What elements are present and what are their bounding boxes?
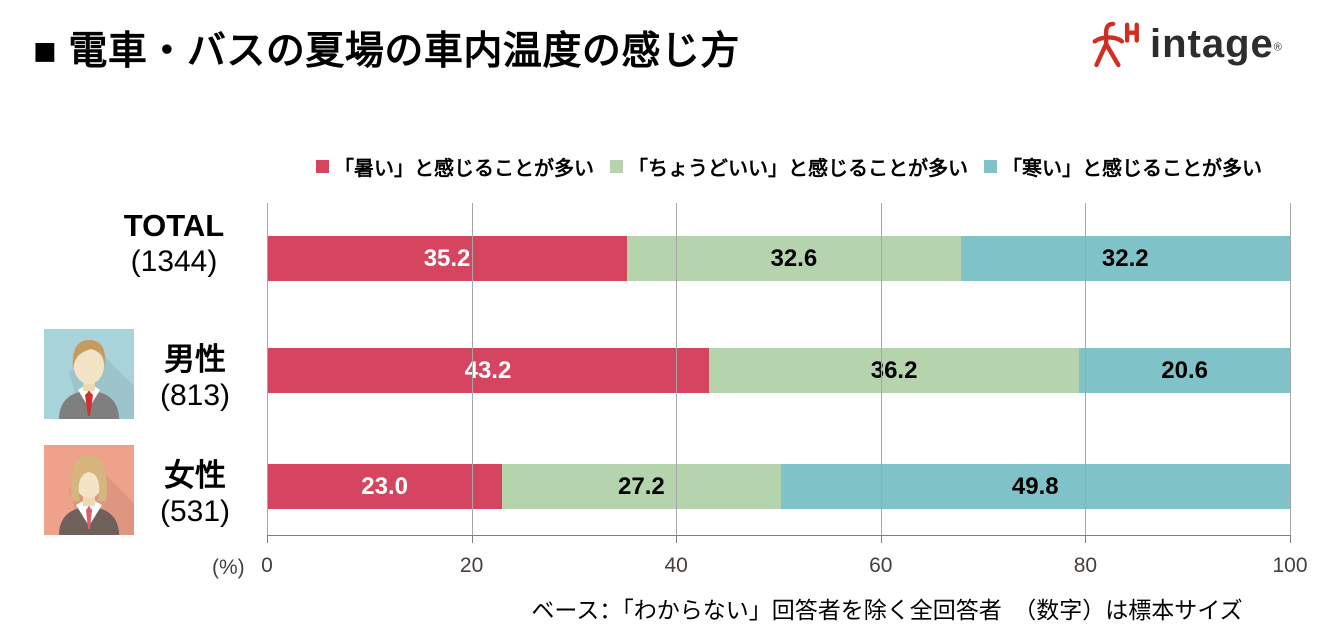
category-label-female: 女性 (531) xyxy=(138,457,252,530)
intage-logo-icon xyxy=(1092,21,1139,68)
bar-value-label: 35.2 xyxy=(423,244,471,272)
gridline xyxy=(267,203,268,535)
bar-row-total: 35.2 32.6 32.2 xyxy=(267,236,1290,281)
x-tick-label: 20 xyxy=(459,554,484,577)
bar-value-label: 20.6 xyxy=(1161,356,1208,384)
category-name: 男性 xyxy=(164,342,226,377)
bar-value-label: 32.6 xyxy=(770,244,818,272)
gridline xyxy=(880,203,882,535)
bar-row-male: 43.2 36.2 20.6 xyxy=(267,348,1290,393)
logo-wordmark: intage xyxy=(1150,21,1274,66)
gridline xyxy=(1085,203,1087,535)
axis-unit-label: (%) xyxy=(212,556,245,579)
bar-segment: 32.2 xyxy=(960,236,1290,281)
bar-value-label: 27.2 xyxy=(618,472,665,500)
legend: 「暑い」と感じることが多い 「ちょうどいい」と感じることが多い 「寒い」と感じること… xyxy=(316,152,1306,181)
legend-item: 「寒い」と感じることが多い xyxy=(984,152,1262,181)
base-note: ベース：「わからない」回答者を除く全回答者 （数字）は標本サイズ xyxy=(531,597,1243,623)
category-label-male: 男性 (813) xyxy=(138,341,252,414)
x-tick-label: 80 xyxy=(1073,554,1098,577)
category-count: (813) xyxy=(159,379,231,413)
x-tick-label: 40 xyxy=(664,554,688,577)
category-label-total: TOTAL (1344) xyxy=(88,207,260,280)
x-tick-mark xyxy=(1290,535,1291,543)
legend-swatch-icon xyxy=(316,160,329,173)
legend-swatch-icon xyxy=(984,160,997,173)
bar-segment: 49.8 xyxy=(780,464,1290,509)
legend-label: 「暑い」と感じることが多い xyxy=(334,158,594,180)
page-title: ■ 電車・バスの夏場の車内温度の感じ方 xyxy=(33,30,740,73)
bar-value-label: 36.2 xyxy=(870,356,918,384)
bar-value-label: 49.8 xyxy=(1011,472,1059,500)
bar-value-label: 23.0 xyxy=(361,472,408,500)
gridline xyxy=(1290,203,1291,535)
legend-label: 「ちょうどいい」と感じることが多い xyxy=(628,158,968,180)
x-tick-mark xyxy=(880,535,882,543)
legend-item: 「暑い」と感じることが多い xyxy=(316,152,594,181)
category-name: 女性 xyxy=(164,458,226,493)
category-count: (1344) xyxy=(130,245,218,279)
x-tick-label: 100 xyxy=(1272,554,1308,577)
bar-segment: 43.2 xyxy=(267,348,709,393)
male-avatar-icon xyxy=(44,329,134,419)
category-count: (531) xyxy=(159,495,231,529)
x-tick-mark xyxy=(471,535,473,543)
bar-segment: 20.6 xyxy=(1079,348,1290,393)
x-axis-labels: 0 20 40 60 80 100 xyxy=(261,554,1307,582)
plot-area: 35.2 32.6 32.2 43.2 36.2 20.6 23.0 27.2 49.8 xyxy=(267,203,1291,543)
bar-segment: 35.2 xyxy=(267,236,628,281)
x-tick-mark xyxy=(267,535,268,543)
female-avatar-icon xyxy=(44,445,134,535)
intage-logo: intage® xyxy=(1086,16,1282,72)
gridline xyxy=(471,203,473,535)
gridline xyxy=(676,203,678,535)
x-tick-mark xyxy=(1085,535,1087,543)
legend-label: 「寒い」と感じることが多い xyxy=(1002,158,1262,180)
legend-item: 「ちょうどいい」と感じることが多い xyxy=(610,152,968,181)
bar-row-female: 23.0 27.2 49.8 xyxy=(267,464,1290,509)
category-name: TOTAL xyxy=(123,208,225,243)
legend-swatch-icon xyxy=(610,160,623,173)
bar-segment: 32.6 xyxy=(627,236,961,281)
x-tick-label: 0 xyxy=(261,554,273,577)
bar-value-label: 32.2 xyxy=(1101,244,1149,272)
registered-trademark: ® xyxy=(1273,41,1282,54)
bar-segment: 27.2 xyxy=(502,464,781,509)
bar-segment: 23.0 xyxy=(267,464,503,509)
x-tick-mark xyxy=(676,535,678,543)
x-tick-label: 60 xyxy=(869,554,893,577)
bar-segment: 36.2 xyxy=(708,348,1080,393)
